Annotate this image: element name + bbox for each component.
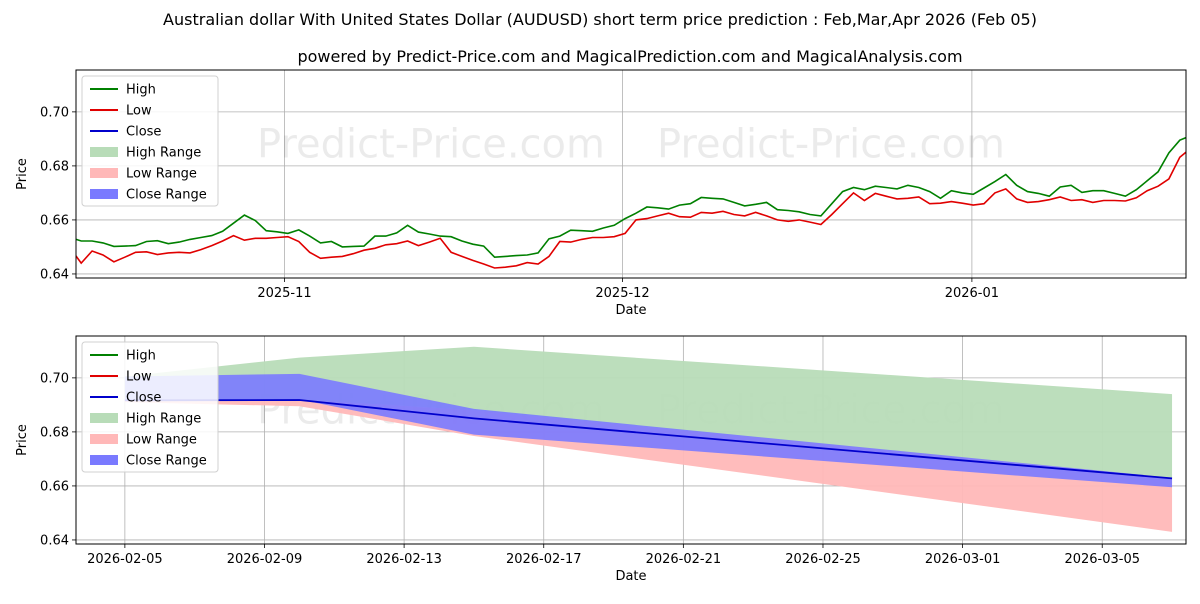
bottom-y-tick-label: 0.70 xyxy=(40,371,69,386)
top-axes-frame xyxy=(75,69,1187,279)
top-legend-label: High xyxy=(126,83,156,98)
bottom-legend-swatch xyxy=(90,434,118,444)
bottom-x-tick-label: 2026-02-13 xyxy=(366,552,442,567)
bottom-high-range-band xyxy=(124,346,1173,478)
bottom-x-tick-label: 2026-03-01 xyxy=(925,552,1001,567)
top-legend-swatch xyxy=(90,189,118,199)
top-y-tick-label: 0.68 xyxy=(40,159,69,174)
top-legend-label: Low xyxy=(126,104,152,119)
bottom-legend-label: High Range xyxy=(126,412,201,427)
top-legend-label: Close Range xyxy=(126,188,207,203)
top-y-tick-label: 0.70 xyxy=(40,105,69,120)
bottom-x-axis-label: Date xyxy=(615,569,646,584)
bottom-legend-swatch xyxy=(90,455,118,465)
top-x-tick-label: 2025-12 xyxy=(595,286,649,301)
top-plot-area: Predict-Price.com Predict-Price.com xyxy=(76,70,1186,278)
top-low-line xyxy=(76,151,1186,269)
top-watermark: Predict-Price.com xyxy=(657,121,1005,167)
bottom-close-range-band xyxy=(124,373,1173,488)
bottom-x-tick-label: 2026-03-05 xyxy=(1064,552,1140,567)
top-watermark: Predict-Price.com xyxy=(257,121,605,167)
bottom-legend-swatch xyxy=(90,413,118,423)
bottom-x-tick-label: 2026-02-17 xyxy=(506,552,582,567)
bottom-legend: High Low Close High Range Low Range Close Ran… xyxy=(81,341,219,473)
bottom-legend-label: Low Range xyxy=(126,433,197,448)
top-legend-label: Close xyxy=(126,125,161,140)
top-x-tick-label: 2026-01 xyxy=(945,286,999,301)
bottom-y-tick-label: 0.68 xyxy=(40,425,69,440)
bottom-legend-label: Close Range xyxy=(126,454,207,469)
bottom-legend-label: Close xyxy=(126,391,161,406)
bottom-y-tick-label: 0.64 xyxy=(40,533,69,548)
top-legend-swatch xyxy=(90,168,118,178)
bottom-y-axis-label: Price xyxy=(15,424,30,456)
bottom-legend-label: Low xyxy=(126,370,152,385)
top-x-tick-label: 2025-11 xyxy=(257,286,311,301)
top-y-tick-label: 0.66 xyxy=(40,213,69,228)
top-legend-label: Low Range xyxy=(126,167,197,182)
top-high-line xyxy=(76,136,1186,259)
bottom-legend-label: High xyxy=(126,349,156,364)
bottom-y-tick-label: 0.66 xyxy=(40,479,69,494)
top-y-tick-label: 0.64 xyxy=(40,267,69,282)
chart-subtitle: powered by Predict-Price.com and Magical… xyxy=(297,47,962,66)
bottom-x-tick-label: 2026-02-09 xyxy=(227,552,303,567)
top-legend: High Low Close High Range Low Range Close Ran… xyxy=(81,75,219,207)
bottom-x-tick-label: 2026-02-05 xyxy=(87,552,163,567)
top-legend-label: High Range xyxy=(126,146,201,161)
top-x-axis-label: Date xyxy=(615,303,646,318)
chart-title: Australian dollar With United States Dol… xyxy=(163,10,1037,29)
bottom-x-tick-label: 2026-02-25 xyxy=(785,552,861,567)
top-panel: Predict-Price.com Predict-Price.com 2025-1… xyxy=(15,69,1187,318)
bottom-axes-frame xyxy=(75,335,1187,545)
top-y-axis-label: Price xyxy=(15,158,30,190)
bottom-x-tick-label: 2026-02-21 xyxy=(646,552,722,567)
top-legend-swatch xyxy=(90,147,118,157)
